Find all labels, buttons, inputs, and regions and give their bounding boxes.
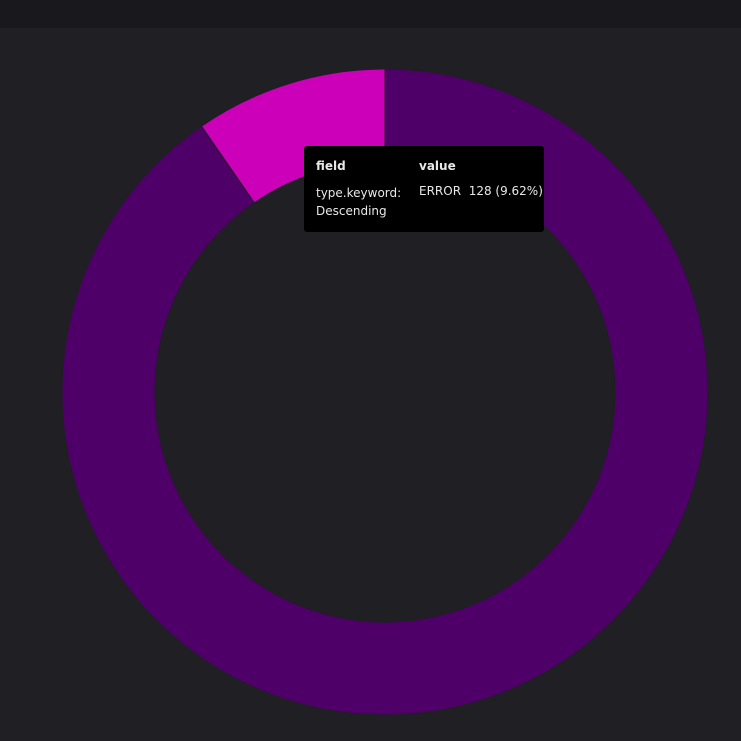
tooltip-value: ERROR 128 (9.62%)	[419, 184, 543, 198]
tooltip: field value type.keyword: Descending ERR…	[304, 146, 544, 232]
tooltip-header: field	[316, 159, 346, 173]
top-bar	[0, 0, 741, 28]
pie-slice	[61, 68, 709, 716]
tooltip-field: type.keyword: Descending	[316, 186, 402, 218]
tooltip-value-label: 128 (9.62%)	[468, 184, 543, 198]
tooltip-category: ERROR	[419, 184, 462, 198]
tooltip-header: value	[419, 159, 456, 173]
